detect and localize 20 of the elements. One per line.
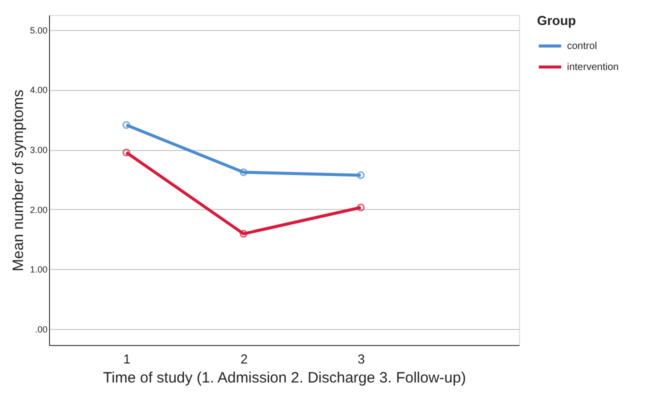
point <box>356 204 365 212</box>
legend-title: Group <box>537 13 576 28</box>
point <box>122 121 130 129</box>
x-tick-label: 2 <box>240 352 248 366</box>
x-tick-label: 3 <box>358 352 365 366</box>
legend-label: intervention <box>567 62 619 73</box>
y-tick-label: 4.00 <box>30 85 48 96</box>
point <box>356 171 365 180</box>
legend-label: control <box>567 41 598 52</box>
y-tick-label: .00 <box>34 324 48 334</box>
y-tick-label: 1.00 <box>30 264 48 275</box>
y-tick-label: 5.00 <box>30 25 48 36</box>
x-tick-label: 1 <box>123 352 130 366</box>
x-axis-title: Time of study (1. Admission 2. Discharge 3. Follow-up) <box>103 370 466 386</box>
y-tick-label: 2.00 <box>30 204 48 215</box>
point <box>240 230 248 238</box>
point <box>240 168 248 176</box>
y-tick-label: 3.00 <box>30 145 48 156</box>
point <box>122 148 130 156</box>
y-axis-title: Mean number of symptoms <box>10 90 27 272</box>
